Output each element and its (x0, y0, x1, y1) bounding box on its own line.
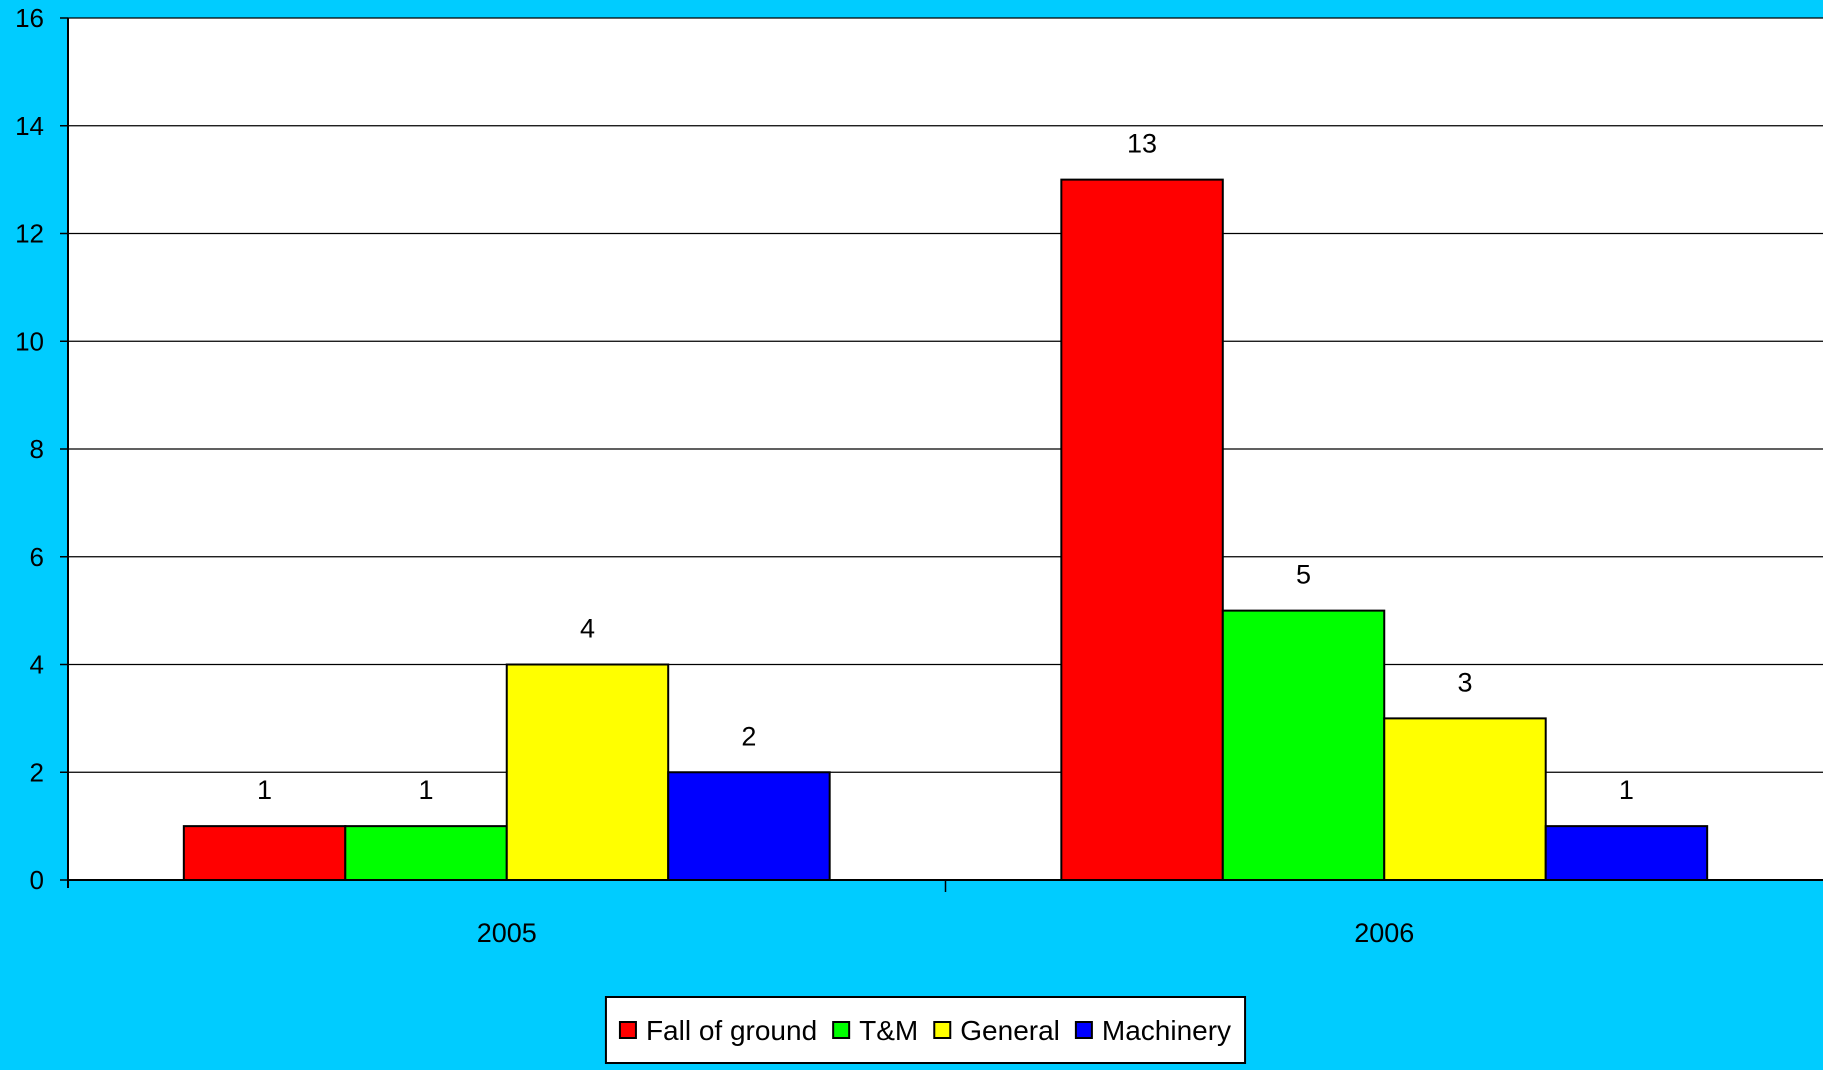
legend: Fall of ground T&M General Machinery (604, 996, 1247, 1064)
bar (1221, 609, 1386, 881)
legend-swatch (933, 1021, 952, 1039)
x-category-label: 2006 (1354, 918, 1414, 948)
bar (344, 825, 508, 881)
y-tick-label: 12 (15, 219, 44, 249)
bar-value-label: 13 (1127, 129, 1157, 159)
bar-value-label: 4 (580, 614, 595, 644)
bar-value-label: 2 (741, 721, 756, 751)
y-tick-label: 2 (30, 757, 44, 787)
legend-label: Machinery (1102, 1015, 1231, 1046)
y-tick-label: 16 (15, 3, 44, 33)
bar (1060, 178, 1224, 881)
bar (1383, 717, 1547, 881)
legend-box (604, 996, 1247, 1064)
legend-swatch (832, 1021, 851, 1039)
y-tick-label: 8 (30, 434, 44, 464)
bar-value-label: 1 (257, 775, 272, 805)
y-tick-label: 4 (30, 650, 44, 680)
y-tick-label: 6 (30, 542, 44, 572)
bar-value-label: 1 (419, 775, 434, 805)
legend-swatch (618, 1021, 637, 1039)
bar (182, 825, 347, 881)
legend-label: Fall of ground (646, 1015, 817, 1046)
legend-swatch (1074, 1021, 1093, 1039)
bar (667, 771, 831, 881)
y-tick-label: 0 (30, 865, 44, 895)
y-tick-label: 10 (15, 326, 44, 356)
x-category-label: 2005 (477, 918, 537, 948)
bar-value-label: 5 (1296, 560, 1311, 590)
bar-value-label: 1 (1619, 775, 1634, 805)
y-tick-label: 14 (15, 111, 44, 141)
bar (505, 663, 670, 881)
bar (1544, 825, 1709, 881)
legend-label: General (960, 1015, 1060, 1046)
data-labels: 1 1 4 2 13 5 3 1 (257, 129, 1634, 806)
bar-value-label: 3 (1457, 667, 1472, 697)
legend-label: T&M (859, 1015, 918, 1046)
bars (182, 178, 1709, 881)
